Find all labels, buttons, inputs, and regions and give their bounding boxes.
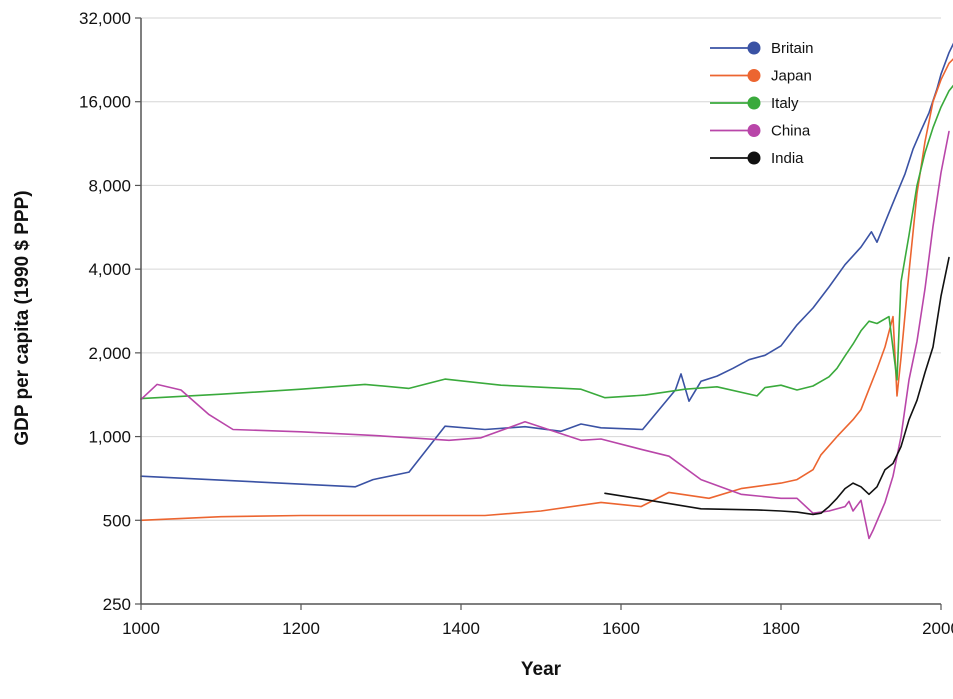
series-lines: [140, 42, 953, 540]
series-line-britain: [140, 42, 953, 488]
legend-item-japan: Japan: [710, 68, 812, 85]
x-tick-label-1800: 1800: [762, 619, 800, 638]
y-tick-label-1000: 1,000: [88, 428, 131, 447]
series-line-italy: [140, 84, 953, 400]
gridlines: [141, 17, 941, 521]
series-line-china: [140, 130, 950, 540]
legend-swatch-dot: [747, 151, 761, 165]
y-tick-label-8000: 8,000: [88, 176, 131, 195]
x-tick-label-2000: 2000: [922, 619, 953, 638]
legend-label-india: India: [771, 150, 804, 167]
y-tick-label-500: 500: [103, 511, 131, 530]
series-line-india: [604, 256, 950, 516]
x-axis-title: Year: [521, 659, 562, 680]
x-tick-label-1400: 1400: [442, 619, 480, 638]
y-axis-title: GDP per capita (1990 $ PPP): [12, 190, 33, 445]
legend-swatch-dot: [747, 69, 761, 82]
legend-item-india: India: [710, 150, 804, 167]
y-tick-labels: 250 500 1,000 2,000 4,000 8,000 16,000 32,000: [79, 9, 141, 614]
x-tick-label-1000: 1000: [122, 619, 160, 638]
x-tick-label-1600: 1600: [602, 619, 640, 638]
legend-item-britain: Britain: [710, 40, 814, 57]
legend-item-china: China: [710, 123, 811, 140]
legend-swatch-dot: [747, 41, 761, 55]
legend: Britain Japan Italy China India: [710, 40, 814, 167]
legend-label-italy: Italy: [771, 95, 799, 112]
legend-label-china: China: [771, 123, 811, 140]
legend-swatch-dot: [747, 124, 761, 137]
legend-item-italy: Italy: [710, 95, 799, 112]
y-tick-label-4000: 4,000: [88, 260, 131, 279]
y-tick-label-2000: 2,000: [88, 344, 131, 363]
series-line-japan: [140, 58, 953, 522]
legend-swatch-dot: [747, 96, 761, 110]
legend-label-japan: Japan: [771, 68, 812, 85]
x-tick-labels: 1000 1200 1400 1600 1800 2000: [122, 604, 953, 638]
x-tick-label-1200: 1200: [282, 619, 320, 638]
y-tick-label-250: 250: [103, 595, 131, 614]
y-tick-label-16000: 16,000: [79, 93, 131, 112]
y-tick-label-32000: 32,000: [79, 9, 131, 28]
axes: [140, 18, 941, 605]
legend-label-britain: Britain: [771, 40, 814, 57]
